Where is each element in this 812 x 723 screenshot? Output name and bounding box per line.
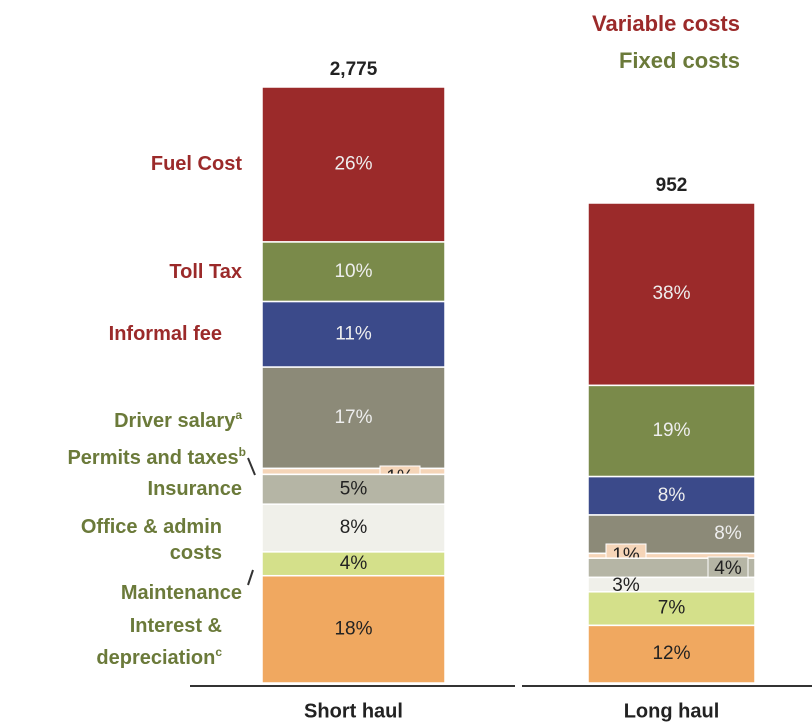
series-name: Driver salary (114, 409, 236, 432)
series-name: Informal fee (108, 323, 222, 346)
x-tick-label: Long haul (624, 700, 720, 722)
series-name: Interest & depreciation (96, 615, 222, 670)
value-label: 4% (714, 558, 742, 579)
value-label: 8% (340, 517, 368, 538)
value-label: 12% (652, 643, 690, 664)
bar-segment (587, 384, 756, 478)
series-name: Permits and taxes (67, 447, 239, 470)
bar-segment (261, 241, 446, 303)
value-label: 5% (340, 478, 368, 499)
value-label: 7% (658, 598, 686, 619)
bar-segment (261, 366, 446, 470)
value-label: 8% (658, 485, 686, 506)
footnote-mark: a (235, 407, 242, 422)
value-label: 3% (612, 575, 640, 596)
x-tick-label: Short haul (304, 700, 403, 722)
bar-segment (587, 475, 756, 516)
value-label: 17% (334, 407, 372, 428)
value-label: 19% (652, 420, 690, 441)
series-label: Driver salarya (12, 402, 242, 434)
series-label: Informal fee (0, 321, 222, 347)
bar-segment (261, 300, 446, 368)
series-label: Toll Tax (12, 259, 242, 285)
value-label: 4% (340, 553, 368, 574)
series-name: Toll Tax (169, 260, 242, 283)
series-label: Fuel Cost (12, 151, 242, 177)
bar-segment (261, 574, 446, 684)
bar-segment (261, 473, 446, 505)
legend-entry: Fixed costs (619, 48, 740, 73)
series-label: Insurance (12, 476, 242, 502)
series-name: Maintenance (120, 581, 242, 604)
bar-segment (587, 202, 756, 387)
value-label: 11% (335, 323, 372, 344)
series-name: Fuel Cost (150, 153, 242, 176)
legend-entry: Variable costs (592, 11, 740, 36)
value-label: 18% (334, 618, 372, 639)
footnote-mark: b (238, 445, 246, 460)
value-label: 26% (334, 153, 372, 174)
value-label: 38% (652, 283, 690, 304)
series-label: Permits and taxesb (6, 440, 246, 472)
total-label: 2,775 (330, 59, 378, 80)
total-label: 952 (656, 175, 688, 196)
series-label: Interest & depreciationc (0, 614, 222, 672)
footnote-mark: c (215, 645, 222, 660)
series-name: Insurance (147, 478, 242, 501)
bar-segment (587, 624, 756, 684)
bar-segment (587, 591, 756, 627)
leader-line (247, 457, 256, 476)
value-label: 10% (334, 261, 372, 282)
series-name: Office & admin costs (80, 516, 222, 565)
value-label: 8% (714, 523, 742, 544)
series-label: Maintenance (12, 580, 242, 606)
series-label: Office & admin costs (0, 514, 222, 566)
leader-line (247, 569, 254, 586)
bar-segment (261, 503, 446, 553)
